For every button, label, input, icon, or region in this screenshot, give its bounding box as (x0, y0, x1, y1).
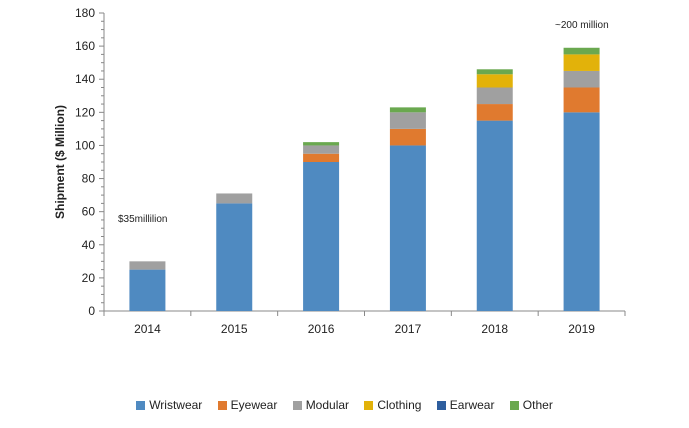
x-tick-label-2016: 2016 (308, 322, 335, 336)
x-tick-label-2018: 2018 (481, 322, 508, 336)
annotation-2014: $35millilion (118, 214, 167, 225)
legend-label-other: Other (522, 398, 553, 412)
bar-modular-2016 (303, 145, 340, 154)
bar-modular-2015 (216, 193, 253, 204)
bar-clothing-2019 (563, 54, 600, 71)
bar-wristwear-2015 (216, 203, 253, 311)
bar-eyewear-2019 (563, 87, 600, 113)
legend-swatch-eyewear (217, 400, 227, 410)
legend-label-modular: Modular (305, 398, 350, 412)
y-tick-label: 60 (82, 205, 96, 219)
legend-swatch-modular (292, 400, 302, 410)
annotation-2019: ~200 million (555, 20, 609, 31)
bar-modular-2019 (563, 70, 600, 88)
legend-label-clothing: Clothing (377, 398, 422, 412)
legend-item-other: Other (509, 398, 553, 412)
y-tick-label: 140 (75, 72, 95, 86)
bar-other-2017 (389, 107, 426, 113)
y-tick-label: 160 (75, 39, 95, 53)
legend-item-wristwear: Wristwear (136, 398, 202, 412)
y-axis-label: Shipment ($ Million) (53, 105, 67, 219)
legend-swatch-other (509, 400, 519, 410)
bar-wristwear-2018 (476, 120, 513, 311)
x-tick-label-2015: 2015 (221, 322, 248, 336)
stacked-bar-chart: Shipment ($ Million) 0 20 40 60 80 100 120 140 1… (53, 6, 626, 336)
bar-wristwear-2019 (563, 112, 600, 311)
y-tick-label: 120 (75, 105, 95, 119)
y-tick-label: 0 (88, 304, 95, 318)
legend-label-earwear: Earwear (449, 398, 495, 412)
bar-modular-2018 (476, 87, 513, 105)
bar-eyewear-2016 (303, 153, 340, 162)
bar-modular-2014 (129, 261, 166, 270)
y-tick-label: 20 (82, 271, 96, 285)
bar-modular-2017 (389, 112, 426, 129)
bar-other-2016 (303, 142, 340, 146)
bar-wristwear-2016 (303, 162, 340, 311)
bar-other-2018 (476, 69, 513, 75)
bar-eyewear-2017 (389, 128, 426, 146)
legend-swatch-clothing (364, 400, 374, 410)
plot-area: 0 20 40 60 80 100 120 140 160 180 2014 2015 2016 2017… (75, 6, 626, 336)
bar-other-2019 (563, 47, 600, 55)
legend-item-modular: Modular (292, 398, 350, 412)
x-tick-label-2014: 2014 (134, 322, 161, 336)
chart-legend: Wristwear Eyewear Modular Clothing Earwe… (0, 398, 689, 413)
legend-item-eyewear: Eyewear (217, 398, 278, 412)
legend-item-earwear: Earwear (436, 398, 495, 412)
y-tick-label: 40 (82, 238, 96, 252)
legend-label-eyewear: Eyewear (230, 398, 278, 412)
bar-wristwear-2014 (129, 269, 166, 311)
legend-swatch-earwear (436, 400, 446, 410)
y-tick-label: 180 (75, 6, 95, 20)
bar-clothing-2018 (476, 74, 513, 88)
legend-label-wristwear: Wristwear (149, 398, 203, 412)
x-tick-label-2019: 2019 (568, 322, 595, 336)
bar-eyewear-2018 (476, 104, 513, 121)
x-tick-label-2017: 2017 (395, 322, 422, 336)
y-tick-label: 80 (82, 172, 96, 186)
y-tick-label: 100 (75, 138, 95, 152)
legend-item-clothing: Clothing (364, 398, 421, 412)
bar-wristwear-2017 (389, 145, 426, 311)
legend-swatch-wristwear (136, 400, 146, 410)
